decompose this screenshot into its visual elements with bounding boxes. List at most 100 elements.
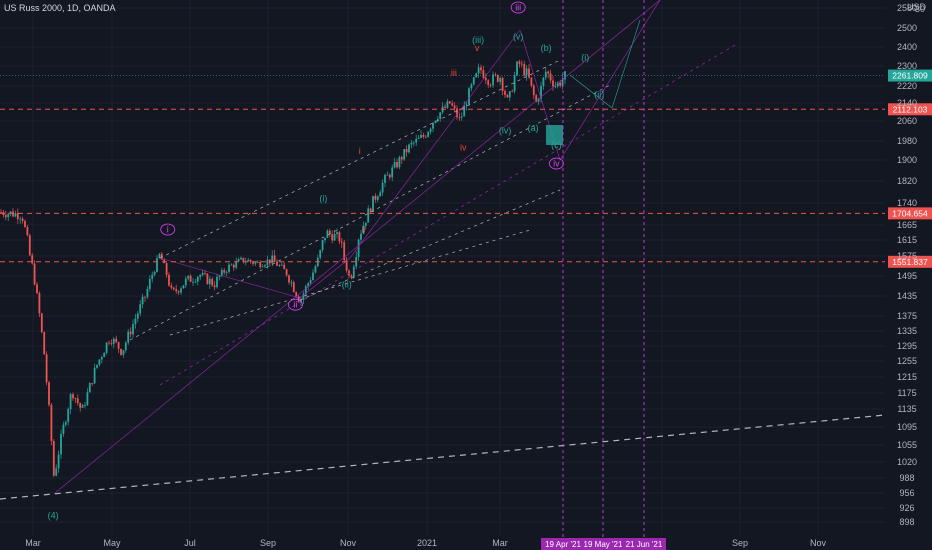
- candle-body: [547, 71, 550, 74]
- candle-body: [38, 293, 41, 314]
- wave-label: v: [475, 43, 480, 53]
- candle-body: [340, 241, 343, 243]
- y-tick-label: 2500: [897, 23, 917, 33]
- y-tick-label: 2400: [897, 42, 917, 52]
- candle-body: [112, 338, 115, 344]
- wave-label: (a): [528, 123, 539, 133]
- candle-body: [259, 262, 262, 268]
- candle-body: [172, 287, 175, 290]
- candle-body: [400, 157, 403, 160]
- candle-body: [345, 260, 348, 271]
- candle-body: [333, 234, 336, 241]
- candle-body: [288, 275, 290, 283]
- currency-unit: USD: [906, 2, 926, 12]
- candle-body: [520, 63, 523, 65]
- candle-body: [420, 134, 422, 138]
- candle-body: [194, 281, 197, 283]
- candle-body: [465, 104, 468, 106]
- candle-body: [115, 338, 118, 343]
- price-level-label: 1704.654: [892, 208, 928, 218]
- candle-body: [506, 94, 509, 98]
- candle-body: [331, 234, 334, 241]
- candle-body: [9, 211, 12, 214]
- candle-body: [470, 84, 473, 89]
- trend-line: [54, 0, 661, 494]
- candle-body: [511, 91, 514, 93]
- candle-body: [292, 282, 295, 293]
- candle-body: [388, 174, 391, 178]
- candle-body: [542, 77, 545, 86]
- candle-body: [372, 195, 374, 212]
- candle-body: [412, 142, 415, 144]
- candle-body: [530, 77, 533, 86]
- wave-label: iii: [451, 68, 457, 78]
- candle-body: [415, 138, 418, 143]
- candle-body: [136, 313, 139, 319]
- candle-body: [504, 90, 506, 95]
- candle-body: [355, 256, 358, 267]
- candle-body: [561, 79, 564, 86]
- candle-body: [410, 142, 413, 145]
- candle-body: [88, 383, 91, 393]
- candle-body: [554, 86, 557, 88]
- candle-body: [124, 342, 127, 351]
- y-tick-label: 1135: [897, 404, 916, 414]
- candle-body: [381, 182, 384, 193]
- wave-label: (b): [541, 43, 552, 53]
- candle-body: [230, 264, 233, 266]
- price-level-badge: [888, 103, 932, 116]
- trend-line: [159, 257, 301, 299]
- y-tick-label: 898: [899, 517, 914, 527]
- candle-body: [427, 131, 430, 137]
- wave-label: ii: [293, 300, 297, 310]
- price-level-badge: [888, 255, 932, 268]
- candle-body: [28, 235, 31, 256]
- wave-label: i: [167, 225, 169, 235]
- candle-body: [156, 258, 158, 273]
- candle-body: [477, 67, 480, 74]
- candle-body: [208, 278, 211, 285]
- candle-body: [523, 64, 526, 76]
- date-marker-label: 21 Jun '21: [626, 540, 663, 549]
- candle-body: [242, 257, 245, 263]
- candle-body: [33, 263, 36, 285]
- candle-body: [64, 421, 67, 425]
- trend-line: [349, 29, 521, 259]
- wave-label: (ii): [342, 280, 352, 290]
- wave-label: (i): [581, 52, 589, 62]
- candle-body: [43, 332, 46, 355]
- y-tick-label: 1575: [897, 251, 917, 261]
- x-tick-label: Nov: [340, 538, 357, 548]
- chart-title: US Russ 2000, 1D, OANDA: [4, 3, 116, 13]
- wave-label: (iii): [472, 35, 484, 45]
- trend-line: [559, 0, 661, 161]
- candle-body: [48, 382, 50, 405]
- y-tick-label: 1335: [897, 326, 917, 336]
- candle-body: [422, 134, 425, 137]
- candle-body: [264, 265, 266, 267]
- candle-body: [516, 61, 518, 76]
- candle-body: [201, 272, 204, 275]
- candle-body: [175, 289, 178, 292]
- candle-body: [36, 284, 38, 294]
- candle-body: [357, 239, 360, 257]
- candle-body: [228, 264, 230, 272]
- candle-body: [468, 88, 470, 105]
- candle-body: [518, 61, 521, 64]
- candle-body: [408, 144, 410, 153]
- candle-body: [144, 296, 146, 298]
- candle-body: [273, 255, 276, 262]
- price-level-badge: [888, 207, 932, 220]
- candle-body: [223, 270, 226, 273]
- candle-body: [475, 73, 478, 78]
- candle-body: [307, 283, 310, 287]
- candle-body: [153, 272, 156, 275]
- candle-body: [84, 405, 86, 406]
- candle-body: [295, 292, 298, 297]
- candle-body: [304, 286, 307, 294]
- candle-body: [386, 174, 389, 176]
- candle-body: [40, 313, 43, 333]
- candle-body: [552, 80, 554, 87]
- y-tick-label: 1255: [897, 356, 917, 366]
